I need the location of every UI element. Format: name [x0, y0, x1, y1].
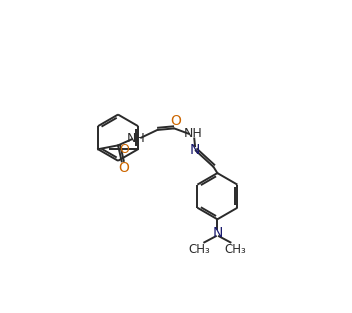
Text: CH₃: CH₃ — [224, 243, 246, 256]
Text: NH: NH — [183, 126, 202, 140]
Text: O: O — [170, 114, 181, 128]
Text: N: N — [190, 143, 200, 157]
Text: NH: NH — [126, 132, 145, 145]
Text: O: O — [119, 143, 129, 156]
Text: CH₃: CH₃ — [189, 243, 210, 256]
Text: O: O — [118, 162, 129, 176]
Text: N: N — [212, 226, 222, 240]
